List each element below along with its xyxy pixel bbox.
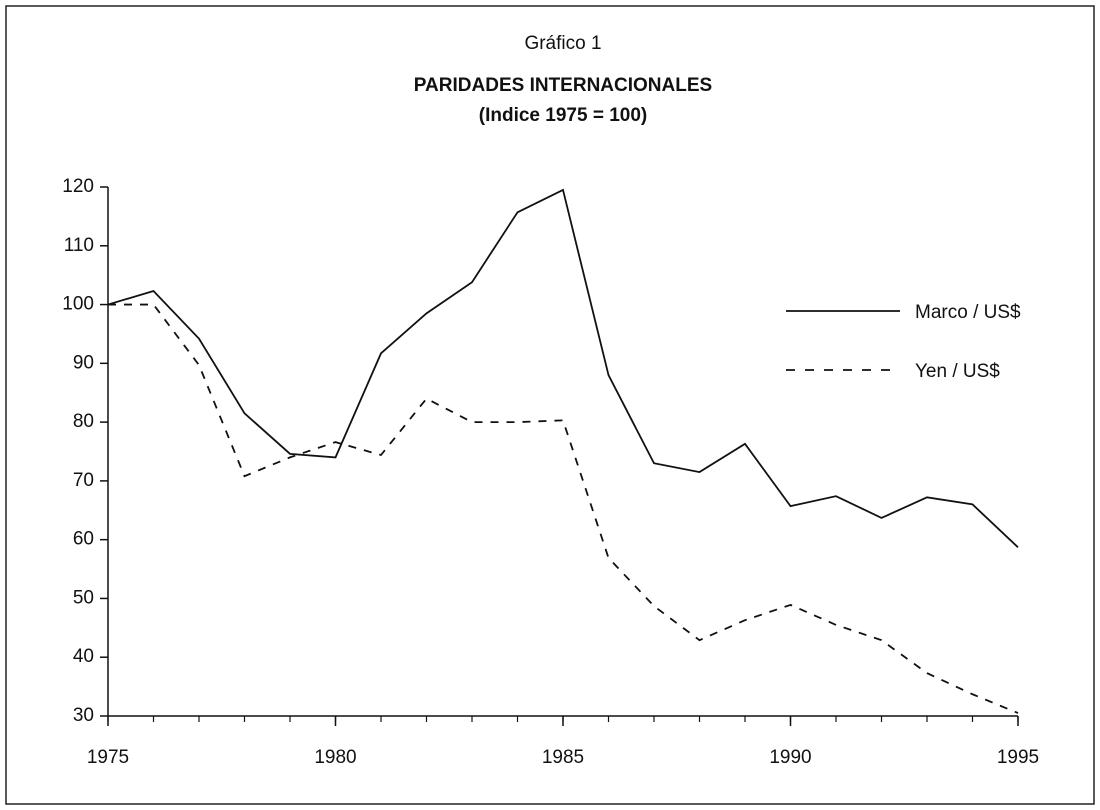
- y-tick-label: 50: [73, 587, 94, 608]
- series-line: [107, 188, 1019, 548]
- legend-label: Yen / US$: [915, 361, 1000, 382]
- legend-label: Marco / US$: [915, 302, 1021, 323]
- x-tick-label: 1995: [997, 747, 1039, 768]
- x-tick-label: 1975: [87, 747, 129, 768]
- chart-label: Gráfico 1: [524, 33, 601, 54]
- y-tick-label: 70: [73, 470, 94, 491]
- y-tick-label: 80: [73, 411, 94, 432]
- y-tick-label: 30: [73, 705, 94, 726]
- chart-title: PARIDADES INTERNACIONALES: [414, 75, 712, 96]
- y-tick-label: 40: [73, 646, 94, 667]
- x-tick-label: 1980: [314, 747, 356, 768]
- y-tick-label: 100: [62, 294, 94, 315]
- y-tick-label: 110: [64, 235, 94, 256]
- x-tick-label: 1985: [542, 747, 584, 768]
- y-tick-label: 60: [73, 529, 94, 550]
- chart-subtitle: (Indice 1975 = 100): [479, 105, 647, 126]
- series-line: [108, 303, 1019, 714]
- y-tick-label: 120: [62, 176, 94, 197]
- y-tick-label: 90: [73, 352, 94, 373]
- frame: [5, 5, 1095, 805]
- x-tick-label: 1990: [769, 747, 811, 768]
